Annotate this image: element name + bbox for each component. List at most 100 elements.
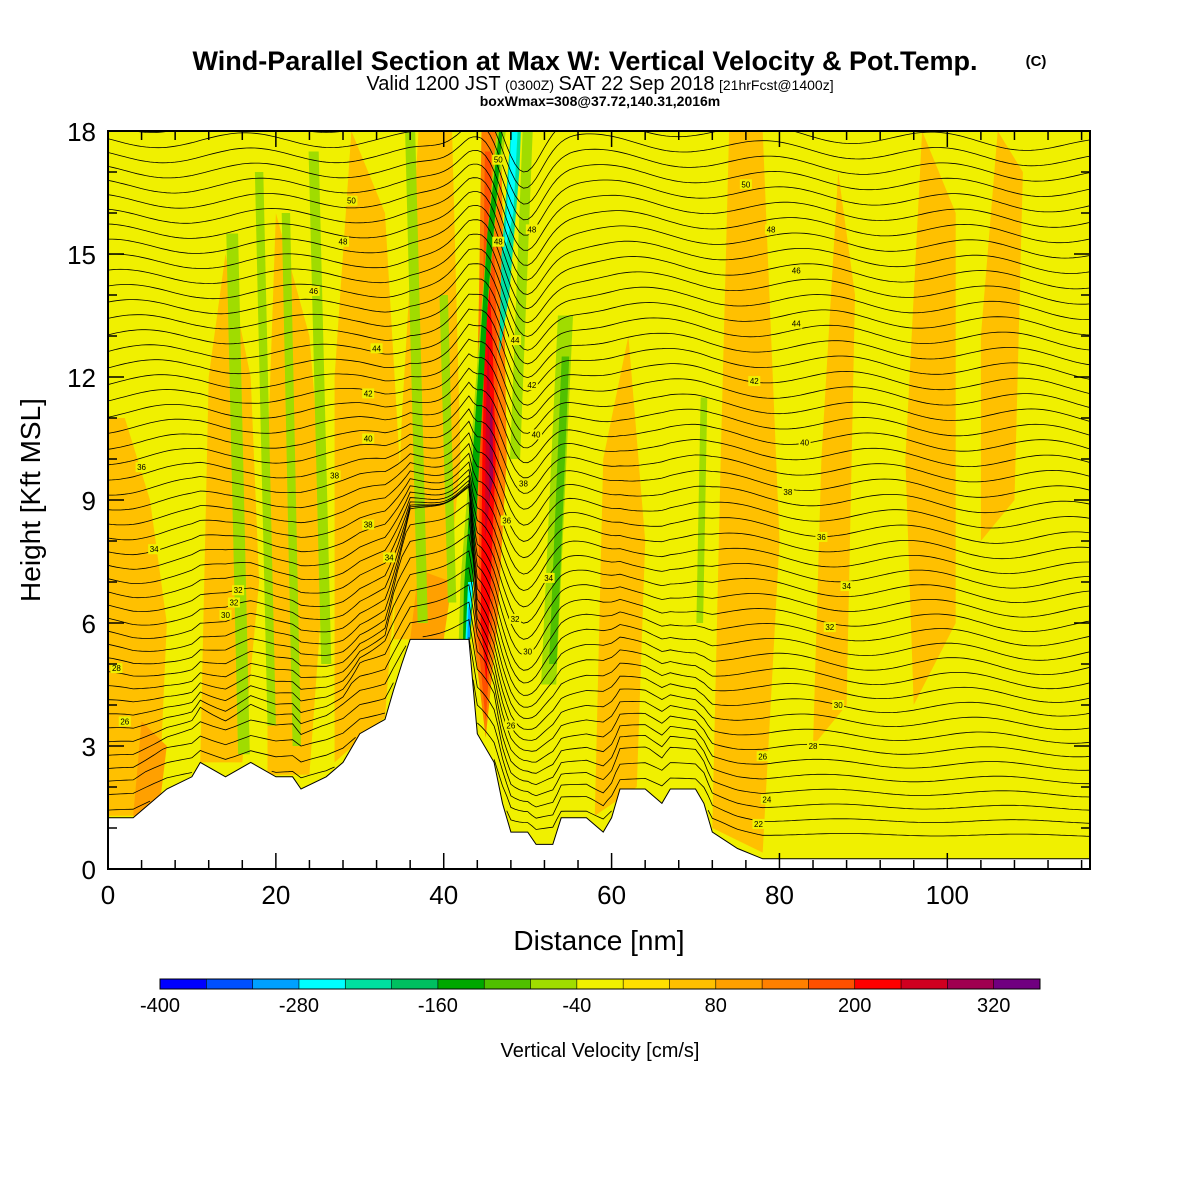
theta-contour — [472, 679, 1090, 798]
theta-label-bg — [383, 552, 396, 563]
theta-label: 40 — [532, 430, 541, 439]
theta-label-bg — [328, 470, 341, 481]
theta-label: 22 — [754, 820, 763, 829]
theta-contour — [108, 367, 1090, 449]
downdraft-streak — [549, 356, 570, 664]
forecast-info: [21hrFcst@1400z] — [719, 77, 834, 93]
theta-label-bg — [492, 236, 505, 247]
y-tick-label: 0 — [82, 855, 96, 885]
valid-date: SAT 22 Sep 2018 — [558, 73, 714, 95]
theta-label-bg — [232, 585, 245, 596]
theta-label-bg — [739, 179, 752, 190]
theta-contour — [108, 308, 1090, 392]
colorbar-tick-label: 200 — [838, 995, 871, 1017]
theta-label-bg — [492, 154, 505, 165]
theta-contour — [108, 601, 1090, 763]
theta-label-bg — [752, 818, 765, 829]
theta-label-bg — [790, 318, 803, 329]
updraft-core — [489, 397, 494, 500]
x-tick-label: 80 — [765, 880, 794, 910]
theta-contour — [108, 712, 386, 769]
theta-contour — [108, 278, 1090, 365]
box-wmax-label: boxWmax=308@37.72,140.31,2016m — [480, 93, 721, 109]
theta-label-bg — [765, 224, 778, 235]
theta-label: 34 — [544, 574, 553, 583]
theta-contour — [108, 442, 1090, 542]
colorbar-swatch — [160, 979, 207, 989]
axis-ticks — [107, 130, 1090, 870]
theta-label: 30 — [834, 701, 843, 710]
theta-label-bg — [760, 794, 773, 805]
theta-label-bg — [832, 700, 845, 710]
chart-title: Wind-Parallel Section at Max W: Vertical… — [193, 46, 978, 76]
theta-label: 36 — [817, 533, 826, 542]
theta-contour — [108, 233, 1090, 324]
theta-label-bg — [542, 572, 555, 583]
x-tick-label: 20 — [261, 880, 290, 910]
theta-label: 36 — [502, 517, 511, 526]
theta-label-bg — [362, 388, 375, 399]
theta-label-bg — [219, 609, 232, 620]
theta-label-bg — [815, 531, 828, 542]
theta-contour — [108, 131, 1090, 205]
theta-contour — [108, 484, 1090, 671]
theta-label-bg — [370, 343, 383, 354]
theta-contour — [108, 191, 1090, 281]
colorbar-swatch — [437, 979, 485, 989]
theta-label: 50 — [347, 197, 356, 206]
colorbar-swatch — [298, 979, 346, 989]
theta-label: 34 — [150, 545, 159, 554]
theta-label-bg — [756, 751, 769, 762]
theta-label: 38 — [364, 521, 373, 530]
updraft-patch — [813, 172, 855, 746]
theta-contour — [108, 293, 1090, 379]
theta-contour — [108, 474, 1090, 608]
theta-contour — [108, 645, 407, 743]
theta-contour — [108, 736, 356, 782]
theta-label: 44 — [511, 336, 520, 345]
downdraft-streak — [439, 295, 457, 603]
theta-contour — [108, 486, 1090, 684]
theta-contour — [108, 567, 1090, 741]
updraft-patch — [267, 213, 327, 775]
colorbar-swatch — [576, 979, 624, 989]
theta-label-bg — [748, 376, 761, 387]
y-tick-label: 9 — [82, 486, 96, 516]
theta-contour — [108, 353, 1090, 434]
theta-contour — [108, 163, 1090, 251]
theta-label-bg — [521, 646, 534, 657]
theta-contour — [108, 468, 1090, 591]
theta-label-bg — [118, 716, 131, 727]
theta-label: 34 — [842, 582, 851, 591]
colorbar-tick-label: 320 — [977, 995, 1010, 1017]
downdraft-streak — [226, 233, 250, 755]
theta-contour — [108, 219, 1090, 310]
theta-label-bg — [530, 429, 543, 440]
theta-contour — [493, 759, 1090, 824]
theta-label: 48 — [767, 225, 776, 234]
theta-label: 40 — [800, 439, 809, 448]
theta-label: 36 — [137, 463, 146, 472]
theta-label: 34 — [385, 553, 394, 562]
theta-contour — [108, 149, 1090, 236]
theta-contour — [108, 452, 1090, 559]
theta-contour — [108, 682, 394, 756]
theta-label-bg — [790, 265, 803, 276]
theta-label-bg — [781, 486, 794, 497]
y-tick-label: 15 — [67, 240, 96, 270]
colorbar-swatch — [623, 979, 670, 989]
theta-label: 32 — [825, 623, 834, 632]
theta-contour — [108, 479, 1090, 624]
colorbar-swatch — [669, 979, 717, 989]
colorbar-swatch — [947, 979, 995, 989]
colorbar-swatch — [901, 979, 948, 989]
theta-label-bg — [500, 515, 513, 526]
theta-contour — [506, 810, 612, 830]
colorbar-swatch — [993, 979, 1041, 989]
theta-contour — [271, 766, 335, 779]
theta-contour — [500, 131, 1090, 173]
theta-label-bg — [525, 380, 538, 391]
theta-contours — [108, 131, 1090, 837]
theta-label-bg — [509, 613, 522, 624]
